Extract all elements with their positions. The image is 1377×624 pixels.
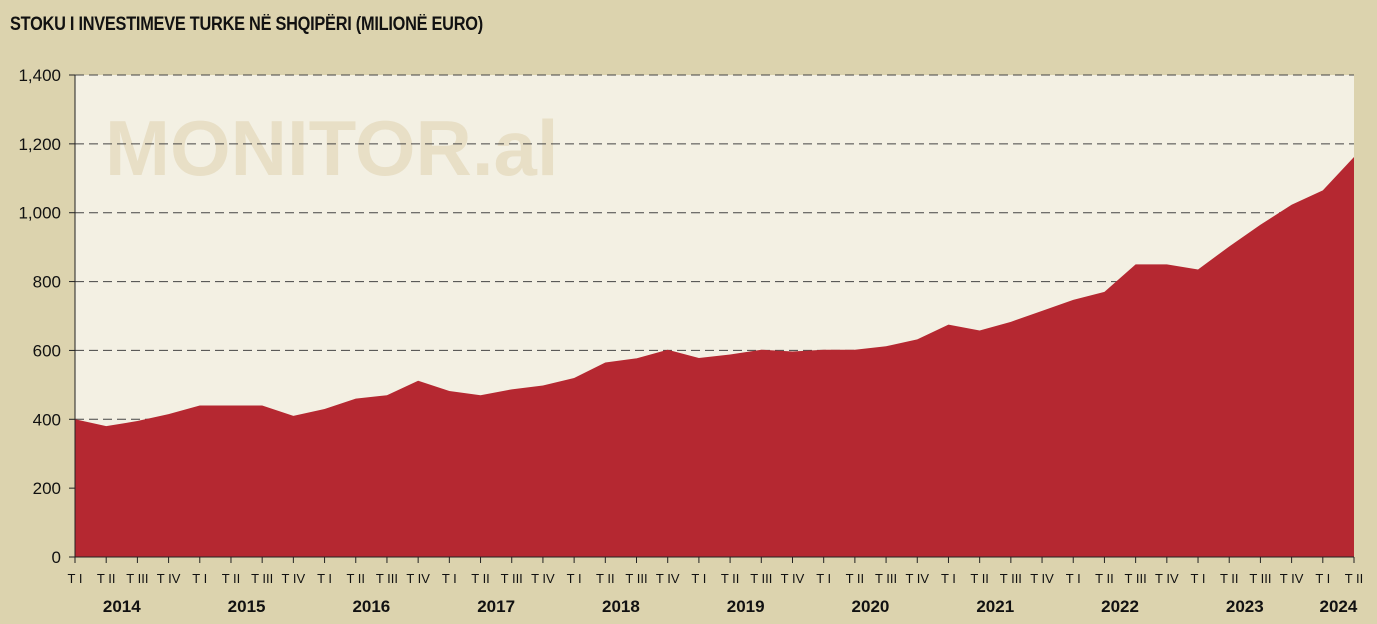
x-axis: T I T II T III T IV 2014 T I T II T III T IV 2015… — [68, 557, 1364, 616]
quarter-label: T II — [970, 571, 989, 586]
year-label: 2021 — [976, 597, 1014, 616]
quarter-label: T II — [97, 571, 116, 586]
quarter-label: T II — [222, 571, 241, 586]
year-label: 2019 — [727, 597, 765, 616]
quarter-label: T II — [596, 571, 615, 586]
quarter-label: T I — [1191, 571, 1206, 586]
quarter-label: T IV — [781, 571, 805, 586]
year-label: 2023 — [1226, 597, 1264, 616]
quarter-label: T IV — [406, 571, 430, 586]
y-tick-label: 200 — [33, 479, 61, 498]
quarter-label: T II — [471, 571, 490, 586]
quarter-label: T I — [192, 571, 207, 586]
quarter-label: T I — [1066, 571, 1081, 586]
y-axis: 0 200 400 600 800 1,000 1,200 1,400 — [18, 66, 1354, 567]
quarter-label: T III — [625, 571, 647, 586]
quarter-label: T I — [941, 571, 956, 586]
quarter-label: T I — [1315, 571, 1330, 586]
year-label: 2022 — [1101, 597, 1139, 616]
year-label: 2014 — [103, 597, 141, 616]
y-tick-label: 800 — [33, 273, 61, 292]
y-tick-label: 1,400 — [18, 66, 61, 85]
y-tick-label: 1,000 — [18, 204, 61, 223]
quarter-label: T IV — [1280, 571, 1304, 586]
area-series — [75, 156, 1354, 557]
quarter-label: T I — [816, 571, 831, 586]
chart-title: STOKU I INVESTIMEVE TURKE NË SHQIPËRI (M… — [10, 14, 483, 35]
quarter-label: T II — [346, 571, 365, 586]
quarter-label: T IV — [905, 571, 929, 586]
quarter-label: T IV — [656, 571, 680, 586]
year-label: 2017 — [477, 597, 515, 616]
year-label: 2015 — [228, 597, 266, 616]
quarter-label: T II — [721, 571, 740, 586]
year-label: 2016 — [352, 597, 390, 616]
quarter-label: T IV — [157, 571, 181, 586]
year-label: 2018 — [602, 597, 640, 616]
y-tick-label: 600 — [33, 341, 61, 360]
quarter-label: T IV — [1155, 571, 1179, 586]
quarter-label: T III — [750, 571, 772, 586]
quarter-label: T III — [1000, 571, 1022, 586]
year-label: 2024 — [1319, 597, 1357, 616]
quarter-label: T I — [317, 571, 332, 586]
watermark-text: MONITOR.al — [105, 104, 559, 192]
quarter-label: T III — [126, 571, 148, 586]
quarter-label: T IV — [1030, 571, 1054, 586]
quarter-label: T III — [1249, 571, 1271, 586]
quarter-label: T I — [442, 571, 457, 586]
quarter-label: T III — [1125, 571, 1147, 586]
quarter-label: T III — [875, 571, 897, 586]
y-tick-label: 400 — [33, 410, 61, 429]
y-tick-label: 0 — [52, 548, 61, 567]
quarter-label: T IV — [282, 571, 306, 586]
quarter-label: T III — [376, 571, 398, 586]
quarter-label: T I — [68, 571, 83, 586]
year-label: 2020 — [852, 597, 890, 616]
quarter-label: T III — [501, 571, 523, 586]
y-tick-label: 1,200 — [18, 135, 61, 154]
quarter-label: T II — [1220, 571, 1239, 586]
quarter-label: T II — [1345, 571, 1364, 586]
quarter-label: T II — [1095, 571, 1114, 586]
quarter-label: T I — [567, 571, 582, 586]
quarter-label: T IV — [531, 571, 555, 586]
quarter-label: T III — [251, 571, 273, 586]
quarter-label: T II — [846, 571, 865, 586]
quarter-label: T I — [691, 571, 706, 586]
